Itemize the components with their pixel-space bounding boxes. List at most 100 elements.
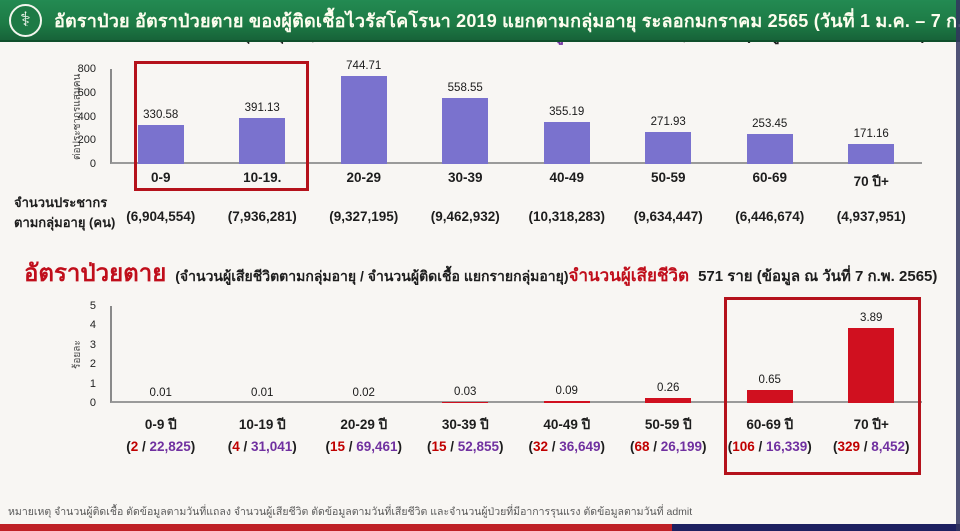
deaths-per-cases-ratio: (32 / 36,649)	[528, 439, 606, 454]
y-tick-label: 3	[89, 338, 96, 351]
ministry-of-public-health-logo-icon: ⚕	[9, 3, 42, 37]
fatality-title: อัตราป่วยตาย	[24, 260, 167, 287]
bar-value-label: 3.89	[860, 312, 883, 324]
bar	[848, 328, 895, 403]
bar-value-label: 355.19	[549, 106, 585, 118]
y-tick-label: 800	[77, 63, 96, 75]
bar-value-label: 330.58	[143, 109, 179, 121]
bar-value-label: 171.16	[853, 128, 889, 140]
fatality-subtitle: (จำนวนผู้เสียชีวิตตามกลุ่มอายุ / จำนวนผู…	[175, 268, 569, 284]
category-label: 50-59	[650, 170, 686, 185]
bar-column: 0.09 40-49 ปี (32 / 36,649)	[516, 306, 618, 466]
bar-value-label: 391.13	[244, 102, 280, 114]
bar-column: 0.26 50-59 ปี (68 / 26,199)	[618, 306, 720, 466]
deaths-per-cases-ratio: (4 / 31,041)	[227, 439, 297, 454]
population-value: (9,462,932)	[430, 209, 500, 224]
bar-columns: 330.58 0-9 (6,904,554) 391.13 10-19. (7,936,2…	[110, 60, 923, 233]
deaths-per-cases-ratio: (68 / 26,199)	[629, 439, 707, 454]
category-label: 20-29	[346, 170, 382, 185]
fatality-heading-group: อัตราป่วยตาย (จำนวนผู้เสียชีวิตตามกลุ่มอ…	[24, 253, 569, 292]
bar-column: 253.45 60-69 (6,446,674)	[719, 69, 821, 233]
population-value: (10,318,283)	[528, 209, 606, 224]
population-value: (4,937,951)	[836, 209, 906, 224]
population-value: (6,904,554)	[126, 209, 196, 224]
category-label: 40-49 ปี	[543, 417, 591, 432]
death-count-value: 571 ราย (ข้อมูล ณ วันที่ 7 ก.พ. 2565)	[698, 268, 938, 285]
bar-column: 271.93 50-59 (9,634,447)	[618, 69, 720, 233]
bar-column: 0.65 60-69 ปี (106 / 16,339)	[719, 306, 821, 466]
bar	[340, 76, 387, 164]
y-axis-ticks: 0 200 400 600 800	[0, 63, 104, 170]
deaths-per-cases-ratio: (329 / 8,452)	[832, 439, 910, 454]
bar-column: 171.16 70 ปี+ (4,937,951)	[821, 69, 923, 233]
bar-value-label: 0.65	[758, 374, 781, 386]
category-label: 0-9	[150, 170, 171, 185]
fatality-section-header: อัตราป่วยตาย (จำนวนผู้เสียชีวิตตามกลุ่มอ…	[0, 253, 960, 292]
y-tick-label: 1	[89, 377, 96, 390]
population-row-label: จำนวนประชากร ตามกลุ่มอายุ (คน)	[14, 195, 116, 231]
deaths-per-cases-ratio: (15 / 52,855)	[426, 439, 504, 454]
title-bar: ⚕ อัตราป่วย อัตราป่วยตาย ของผู้ติดเชื้อไ…	[0, 0, 960, 42]
bar	[746, 134, 793, 164]
bar-columns: 0.01 0-9 ปี (2 / 22,825) 0.01 10-19 ปี (4 / 3…	[110, 306, 922, 466]
y-tick-label: 600	[77, 86, 96, 99]
bar-value-label: 744.71	[346, 60, 382, 72]
bar-value-label: 0.09	[555, 385, 578, 397]
y-tick-label: 0	[89, 397, 96, 409]
bottom-strip-red-segment	[0, 524, 672, 531]
bar-column: 0.01 10-19 ปี (4 / 31,041)	[212, 306, 314, 466]
plot-area	[110, 69, 922, 164]
bar	[543, 401, 590, 403]
death-count-group: จำนวนผู้เสียชีวิต 571 ราย (ข้อมูล ณ วันท…	[569, 262, 938, 289]
category-label: 30-39	[447, 170, 483, 185]
category-label: 30-39 ปี	[441, 417, 489, 432]
deaths-per-cases-ratio: (2 / 22,825)	[126, 439, 196, 454]
bar-column: 744.71 20-29 (9,327,195)	[313, 60, 415, 233]
population-value: (9,634,447)	[633, 209, 703, 224]
bar	[645, 132, 692, 164]
bar	[239, 118, 286, 164]
bar-column: 391.13 10-19. (7,936,281)	[212, 69, 314, 233]
bar	[848, 144, 895, 164]
category-label: 10-19 ปี	[238, 417, 286, 432]
y-axis-ticks: 0 1 2 3 4 5	[0, 300, 104, 409]
bar-column: 355.19 40-49 (10,318,283)	[516, 69, 618, 233]
bottom-edge-strip	[0, 524, 960, 531]
y-tick-label: 0	[89, 158, 96, 170]
bar-column: 330.58 0-9 (6,904,554)	[110, 69, 212, 233]
category-label: 0-9 ปี	[144, 417, 177, 432]
population-value: (6,446,674)	[735, 209, 805, 224]
category-label: 60-69 ปี	[746, 417, 794, 432]
bar-value-label: 271.93	[650, 116, 686, 128]
bar-value-label: 253.45	[752, 118, 788, 130]
y-tick-label: 200	[77, 134, 96, 147]
bar-column: 0.03 30-39 ปี (15 / 52,855)	[415, 306, 517, 466]
bar	[645, 398, 692, 403]
category-label: 10-19.	[243, 170, 282, 185]
bottom-strip-navy-segment	[672, 524, 960, 531]
footnote: หมายเหตุ จำนวนผู้ติดเชื้อ ตัดข้อมูลตามวั…	[8, 506, 693, 518]
bar-column: 3.89 70 ปี+ (329 / 8,452)	[821, 306, 923, 466]
bar-value-label: 0.02	[352, 387, 375, 399]
right-edge-strip	[956, 0, 960, 531]
bar	[543, 122, 590, 164]
y-tick-label: 5	[89, 300, 96, 312]
plot-area	[110, 306, 922, 403]
y-tick-label: 400	[77, 110, 96, 123]
bar-value-label: 558.55	[447, 82, 483, 94]
category-label: 50-59 ปี	[644, 417, 692, 432]
y-tick-label: 2	[89, 358, 96, 371]
category-label: 60-69	[752, 170, 788, 185]
bar-column: 0.02 20-29 ปี (15 / 69,461)	[313, 306, 415, 466]
bar-value-label: 0.01	[251, 387, 274, 399]
category-label: 70 ปี+	[853, 417, 889, 432]
deaths-per-cases-ratio: (106 / 16,339)	[727, 439, 812, 454]
death-count-label: จำนวนผู้เสียชีวิต	[568, 266, 690, 285]
bar-value-label: 0.26	[657, 382, 680, 394]
bar-column: 558.55 30-39 (9,462,932)	[415, 69, 517, 233]
y-tick-label: 4	[89, 319, 96, 332]
bar	[746, 390, 793, 403]
deaths-per-cases-ratio: (15 / 69,461)	[325, 439, 403, 454]
